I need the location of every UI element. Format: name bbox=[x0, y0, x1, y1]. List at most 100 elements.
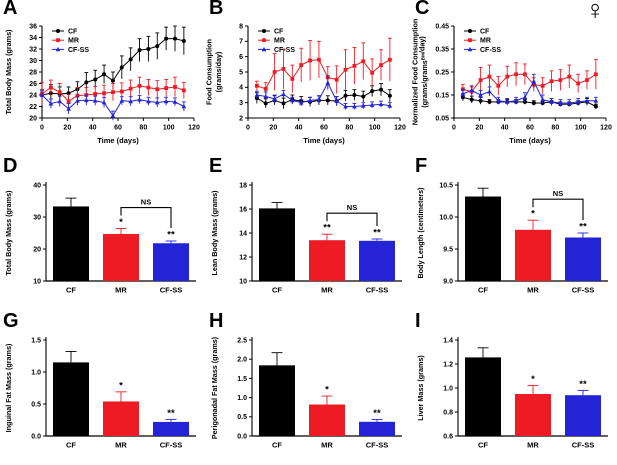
series-marker bbox=[540, 97, 545, 102]
panel-letter-d: D bbox=[3, 155, 18, 177]
category-label: CF bbox=[66, 286, 76, 295]
series-marker bbox=[343, 93, 348, 98]
series-marker bbox=[593, 104, 598, 109]
panel-letter-h: H bbox=[209, 310, 224, 332]
series-marker bbox=[504, 99, 510, 104]
panel-a: 20 22 24 26 28 30 32 34 36 0 20 40 60 80 100 120 Time (d… bbox=[0, 0, 206, 155]
y-tick-label: 0.0 bbox=[237, 433, 247, 440]
series-marker bbox=[290, 77, 295, 81]
y-tick-label: 0.45 bbox=[435, 23, 449, 30]
series-marker bbox=[281, 91, 286, 97]
series-marker bbox=[181, 104, 187, 109]
series-marker bbox=[93, 77, 98, 82]
x-tick-label: 40 bbox=[501, 125, 509, 132]
series-line bbox=[121, 100, 131, 102]
series-marker bbox=[487, 89, 492, 94]
y-tick-label: 30 bbox=[29, 58, 37, 65]
panel-letter-e: E bbox=[209, 155, 223, 177]
series-marker bbox=[531, 101, 536, 106]
series-marker bbox=[173, 85, 177, 89]
y-tick-label: 5 bbox=[239, 69, 243, 76]
series-line bbox=[148, 100, 158, 103]
series-marker bbox=[361, 94, 366, 99]
y-axis-label: (grams/gramsBM/day) bbox=[418, 36, 429, 108]
legend-item-cf-ss: CF-SS bbox=[258, 46, 295, 54]
series-marker bbox=[254, 92, 260, 97]
series-marker bbox=[137, 48, 142, 53]
series-marker bbox=[316, 97, 322, 102]
y-tick-label: 22 bbox=[29, 104, 37, 111]
y-tick-label: 10.5 bbox=[439, 182, 453, 189]
bar-group-cf bbox=[465, 187, 501, 281]
series-marker bbox=[325, 80, 331, 85]
y-tick-label: 1.0 bbox=[31, 369, 41, 376]
series-marker bbox=[468, 38, 472, 43]
series-line bbox=[498, 100, 508, 103]
x-tick-label: 80 bbox=[139, 125, 147, 132]
y-tick-label: 26 bbox=[29, 81, 37, 88]
series-marker bbox=[514, 72, 518, 77]
series-marker bbox=[334, 77, 339, 82]
x-tick-label: 0 bbox=[246, 125, 250, 132]
y-tick-label: 18 bbox=[239, 182, 247, 189]
bar bbox=[359, 240, 395, 281]
series-line bbox=[310, 99, 319, 101]
series-marker bbox=[290, 97, 295, 103]
bar-group-cf-ss: ** bbox=[153, 230, 189, 281]
y-axis-label: Liver Mass (grams) bbox=[416, 355, 425, 421]
series-marker bbox=[48, 85, 53, 90]
series-marker bbox=[172, 99, 178, 104]
series-line bbox=[157, 100, 167, 103]
y-tick-label: 10.0 bbox=[439, 214, 453, 221]
series-line bbox=[354, 105, 364, 107]
legend-item-cf: CF bbox=[464, 29, 490, 36]
series-marker bbox=[558, 78, 563, 82]
series-line bbox=[471, 79, 481, 92]
series-marker bbox=[343, 67, 348, 72]
series-marker bbox=[307, 97, 313, 103]
legend-item-cf: CF bbox=[52, 29, 78, 36]
series-marker bbox=[549, 79, 554, 84]
panel-b: 2 3 4 5 6 7 8 0 20 40 60 80 100 120 Time (days) Food Co… bbox=[206, 0, 412, 155]
series-marker bbox=[93, 91, 98, 96]
panel-g: 0.0 0.5 1.0 1.5 Inguinal Fat Mass (grams) CF *… bbox=[0, 310, 206, 465]
series-line bbox=[380, 103, 390, 107]
series-marker bbox=[154, 99, 160, 105]
series-cf-ss bbox=[460, 73, 599, 107]
category-label: CF bbox=[478, 441, 488, 450]
panel-f: 9.0 9.5 10.0 10.5 Body Length (centimeters) C… bbox=[412, 155, 617, 310]
series-marker bbox=[378, 101, 384, 107]
series-marker bbox=[585, 78, 589, 82]
category-label: MR bbox=[321, 286, 333, 295]
y-tick-label: 20 bbox=[33, 246, 41, 253]
series-marker bbox=[75, 93, 80, 98]
series-line bbox=[533, 80, 544, 100]
series-marker bbox=[110, 78, 115, 83]
x-tick-label: 0 bbox=[40, 125, 44, 132]
series-marker bbox=[155, 44, 160, 49]
series-cf-ss bbox=[39, 90, 187, 121]
series-line bbox=[77, 99, 87, 102]
y-tick-label: 1.4 bbox=[443, 337, 453, 344]
panel-c: 0.05 0.15 0.25 0.35 0.45 0 20 40 60 80 100 120 Time … bbox=[412, 0, 617, 155]
y-axis-label: Food Consumption bbox=[206, 39, 214, 105]
series-marker bbox=[467, 46, 473, 52]
x-tick-label: 20 bbox=[475, 125, 483, 132]
y-axis-label: (grams/day) bbox=[214, 51, 223, 92]
series-marker bbox=[549, 99, 554, 104]
y-tick-label: 0.05 bbox=[435, 115, 449, 122]
chart-total-body-mass-bar: 10 20 30 40 Total Body Mass (grams) CF * MR ** CF… bbox=[4, 182, 196, 295]
series-marker bbox=[566, 100, 572, 105]
series-marker bbox=[66, 106, 71, 111]
x-tick-label: 120 bbox=[188, 125, 200, 132]
series-marker bbox=[84, 97, 89, 103]
legend-item-cf: CF bbox=[258, 29, 284, 36]
y-tick-label: 20 bbox=[29, 115, 37, 122]
category-label: CF bbox=[272, 286, 282, 295]
y-tick-label: 9.5 bbox=[443, 246, 453, 253]
series-line bbox=[130, 49, 140, 60]
legend-item-cf-ss: CF-SS bbox=[464, 46, 501, 54]
series-cf-ss bbox=[254, 75, 393, 110]
chart-liver-mass-bar: 0.6 0.8 1.0 1.2 1.4 Liver Mass (grams) CF * MR **… bbox=[416, 337, 608, 450]
